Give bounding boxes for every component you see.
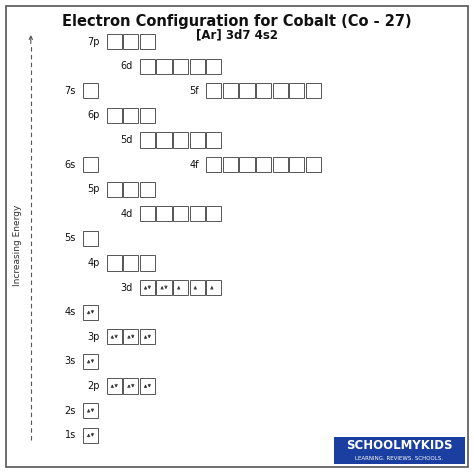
- Bar: [156, 206, 172, 221]
- Bar: [140, 59, 155, 74]
- Bar: [190, 206, 205, 221]
- Text: 5p: 5p: [87, 184, 100, 194]
- Bar: [83, 157, 98, 172]
- Bar: [273, 83, 288, 98]
- Bar: [190, 59, 205, 74]
- Bar: [206, 157, 221, 172]
- Bar: [83, 354, 98, 369]
- Text: Electron Configuration for Cobalt (Co - 27): Electron Configuration for Cobalt (Co - …: [62, 14, 412, 29]
- Bar: [140, 34, 155, 49]
- Bar: [123, 255, 138, 271]
- Bar: [140, 182, 155, 197]
- Text: 4s: 4s: [64, 307, 76, 317]
- Bar: [223, 157, 238, 172]
- Bar: [206, 206, 221, 221]
- Text: 4f: 4f: [190, 159, 199, 170]
- Bar: [123, 34, 138, 49]
- Text: [Ar] 3d7 4s2: [Ar] 3d7 4s2: [196, 28, 278, 41]
- Bar: [156, 280, 172, 295]
- Bar: [239, 157, 255, 172]
- Bar: [306, 157, 321, 172]
- Text: SCHOOLMYKIDS: SCHOOLMYKIDS: [346, 439, 453, 452]
- Bar: [173, 280, 188, 295]
- Bar: [123, 108, 138, 123]
- Bar: [273, 157, 288, 172]
- Bar: [83, 403, 98, 418]
- Bar: [123, 182, 138, 197]
- Text: 5f: 5f: [190, 86, 199, 96]
- Bar: [140, 255, 155, 271]
- Bar: [140, 280, 155, 295]
- Bar: [140, 108, 155, 123]
- Bar: [173, 206, 188, 221]
- Bar: [289, 83, 304, 98]
- Bar: [206, 280, 221, 295]
- Bar: [107, 378, 122, 394]
- Text: 6p: 6p: [87, 110, 100, 121]
- Bar: [123, 378, 138, 394]
- Text: 1s: 1s: [64, 430, 76, 440]
- Bar: [83, 231, 98, 246]
- Text: 2p: 2p: [87, 381, 100, 391]
- Bar: [123, 329, 138, 344]
- Text: 5d: 5d: [120, 135, 133, 145]
- Bar: [239, 83, 255, 98]
- Text: 4p: 4p: [87, 258, 100, 268]
- Bar: [206, 59, 221, 74]
- Text: Increasing Energy: Increasing Energy: [13, 205, 22, 286]
- Text: 5s: 5s: [64, 233, 76, 244]
- Bar: [173, 59, 188, 74]
- Bar: [256, 83, 271, 98]
- Text: LEARNING. REVIEWS. SCHOOLS.: LEARNING. REVIEWS. SCHOOLS.: [356, 456, 443, 461]
- Bar: [156, 59, 172, 74]
- Bar: [107, 255, 122, 271]
- Bar: [190, 132, 205, 148]
- Bar: [83, 305, 98, 320]
- Bar: [83, 83, 98, 98]
- Bar: [107, 108, 122, 123]
- Text: 7p: 7p: [87, 36, 100, 47]
- Text: 2s: 2s: [64, 405, 76, 416]
- Bar: [156, 132, 172, 148]
- Bar: [206, 83, 221, 98]
- Bar: [289, 157, 304, 172]
- Bar: [140, 378, 155, 394]
- Text: 3s: 3s: [64, 356, 76, 367]
- Bar: [107, 34, 122, 49]
- Text: 3p: 3p: [87, 332, 100, 342]
- Bar: [140, 132, 155, 148]
- Text: 7s: 7s: [64, 86, 76, 96]
- Text: 6d: 6d: [120, 61, 133, 71]
- Bar: [107, 329, 122, 344]
- Bar: [190, 280, 205, 295]
- Bar: [173, 132, 188, 148]
- Bar: [256, 157, 271, 172]
- Bar: [223, 83, 238, 98]
- Bar: [140, 329, 155, 344]
- FancyBboxPatch shape: [334, 437, 465, 464]
- Bar: [206, 132, 221, 148]
- Bar: [140, 206, 155, 221]
- Bar: [83, 428, 98, 443]
- Text: 3d: 3d: [120, 282, 133, 293]
- Text: 4d: 4d: [120, 209, 133, 219]
- Bar: [306, 83, 321, 98]
- Text: 6s: 6s: [64, 159, 76, 170]
- Bar: [107, 182, 122, 197]
